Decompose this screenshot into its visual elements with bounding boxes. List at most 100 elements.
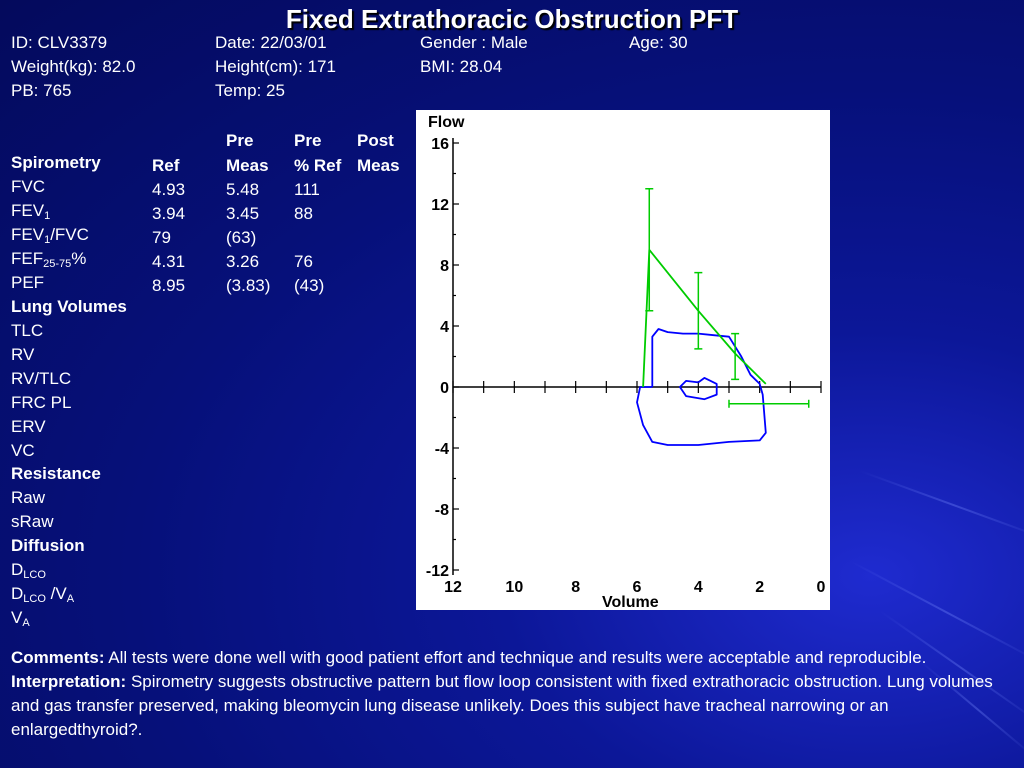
label-text: FEV — [11, 225, 45, 244]
row-label-fef: FEF25-75% — [11, 247, 86, 271]
y-tick-label: -4 — [435, 441, 449, 458]
row-label-fvc: FVC — [11, 175, 45, 199]
row-label-va: VA — [11, 606, 30, 630]
x-axis-label: Volume — [602, 594, 659, 610]
y-tick-label: 12 — [431, 197, 449, 214]
comments-block: Comments: All tests were done well with … — [11, 646, 1011, 742]
section-diffusion: Diffusion — [11, 536, 85, 555]
interpretation-text: Spirometry suggests obstructive pattern … — [11, 672, 993, 739]
row-label-erv: ERV — [11, 417, 46, 436]
cell-fvc-ref: 4.93 — [152, 180, 186, 199]
section-spirometry: Spirometry — [11, 153, 101, 172]
row-label-tlc: TLC — [11, 321, 44, 340]
flow-volume-chart: Flow Volume 16 12 8 4 0 -4 -8 -12 12 10 8 6 4 2 0 — [416, 110, 830, 611]
x-tick-label: 2 — [755, 579, 764, 596]
label-sub: 1 — [44, 234, 51, 246]
section-lung-volumes: Lung Volumes — [11, 297, 127, 316]
row-label-dlcova: DLCO /VA — [11, 582, 74, 606]
cell-fvc-pct: 111 — [294, 180, 320, 199]
row-label-raw: Raw — [11, 488, 46, 507]
row-label-fev1: FEV1 — [11, 199, 50, 223]
comments-label: Comments: — [11, 648, 105, 667]
label-text: PEF — [11, 273, 45, 292]
label-sub: LCO — [23, 569, 46, 581]
patient-pb: PB: 765 — [11, 81, 72, 100]
y-tick-label: 0 — [440, 380, 449, 397]
cell-fev1-pct: 88 — [294, 204, 313, 223]
cell-fef-meas: 3.26 — [226, 252, 260, 271]
comments-paragraph: Comments: All tests were done well with … — [11, 646, 1011, 670]
series-line-3 — [642, 248, 767, 388]
x-tick-label: 8 — [571, 579, 580, 596]
row-label-sraw: sRaw — [11, 512, 54, 531]
label-text: FEV — [11, 201, 45, 220]
patient-height: Height(cm): 171 — [215, 57, 336, 76]
y-tick-label: 4 — [440, 319, 449, 336]
header-post-meas-1: Post — [357, 131, 394, 150]
background-streak — [859, 470, 1024, 541]
label-text-2: % — [71, 249, 87, 268]
patient-gender: Gender : Male — [420, 33, 528, 52]
label-text-2: /FVC — [50, 225, 89, 244]
header-pre-pct-1: Pre — [294, 131, 322, 150]
row-label-fev1fvc: FEV1/FVC — [11, 223, 89, 247]
series-line-2 — [679, 377, 718, 401]
label-sub: LCO — [23, 593, 46, 605]
cell-fev1-ref: 3.94 — [152, 204, 186, 223]
x-tick-label: 12 — [444, 579, 462, 596]
row-label-dlco: DLCO — [11, 558, 46, 582]
label-text: D — [11, 560, 24, 579]
y-tick-label: 16 — [431, 136, 449, 153]
label-text: FVC — [11, 177, 45, 196]
header-ref: Ref — [152, 156, 180, 175]
x-tick-label: 6 — [633, 579, 642, 596]
label-text-2: /V — [45, 584, 67, 603]
cell-pef-pct: (43) — [294, 276, 325, 295]
row-label-rv: RV — [11, 345, 35, 364]
cell-fev1fvc-ref: 79 — [152, 228, 171, 247]
cell-pef-meas: (3.83) — [226, 276, 271, 295]
patient-bmi: BMI: 28.04 — [420, 57, 503, 76]
row-label-rvtlc: RV/TLC — [11, 369, 72, 388]
patient-age: Age: 30 — [629, 33, 688, 52]
label-text: FEF — [11, 249, 44, 268]
label-sub: A — [22, 617, 30, 629]
patient-id: ID: CLV3379 — [11, 33, 108, 52]
comments-text: All tests were done well with good patie… — [104, 648, 927, 667]
label-sub: 1 — [44, 210, 51, 222]
y-tick-label: -8 — [435, 502, 449, 519]
y-axis-label: Flow — [428, 114, 465, 131]
label-sub-2: A — [66, 593, 75, 605]
interpretation-label: Interpretation: — [11, 672, 127, 691]
patient-temp: Temp: 25 — [215, 81, 285, 100]
header-pre-pct-2: % Ref — [294, 156, 342, 175]
header-pre-meas-1: Pre — [226, 131, 254, 150]
cell-pef-ref: 8.95 — [152, 276, 186, 295]
cell-fef-ref: 4.31 — [152, 252, 186, 271]
series-line-1 — [636, 328, 767, 446]
label-text: V — [11, 608, 23, 627]
section-resistance: Resistance — [11, 464, 101, 483]
y-tick-label: 8 — [440, 258, 449, 275]
y-tick-label: -12 — [426, 563, 449, 580]
series-group — [636, 188, 810, 446]
x-tick-label: 4 — [694, 579, 703, 596]
x-tick-label: 10 — [505, 579, 523, 596]
label-text: D — [11, 584, 24, 603]
header-post-meas-2: Meas — [357, 156, 400, 175]
row-label-vc: VC — [11, 441, 35, 460]
row-label-pef: PEF — [11, 271, 44, 295]
interpretation-paragraph: Interpretation: Spirometry suggests obst… — [11, 670, 1011, 742]
header-pre-meas-2: Meas — [226, 156, 269, 175]
cell-fev1-meas: 3.45 — [226, 204, 260, 223]
cell-fef-pct: 76 — [294, 252, 313, 271]
x-tick-label: 0 — [817, 579, 826, 596]
page-title: Fixed Extrathoracic Obstruction PFT — [285, 4, 739, 34]
patient-date: Date: 22/03/01 — [215, 33, 327, 52]
row-label-frc: FRC PL — [11, 393, 72, 412]
patient-weight: Weight(kg): 82.0 — [11, 57, 136, 76]
label-sub: 25-75 — [43, 258, 72, 270]
cell-fev1fvc-meas: (63) — [226, 228, 257, 247]
